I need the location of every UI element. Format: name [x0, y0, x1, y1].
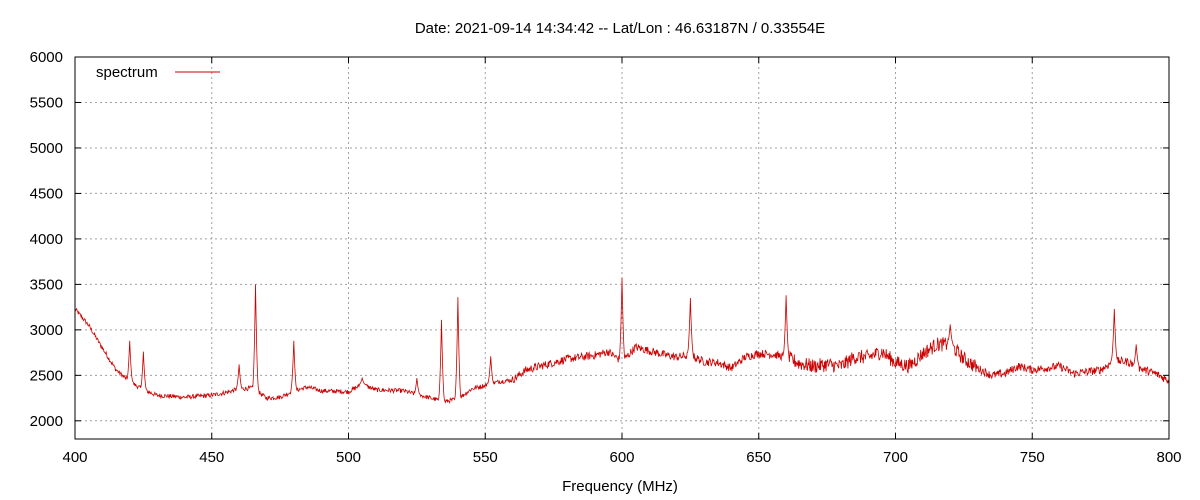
y-tick-label-5500: 5500	[30, 94, 63, 111]
series-line-spectrum	[74, 278, 1170, 404]
axis-ticks: 400 450 500 550 600 650 700 750 800 2000 2500 3000 3…	[30, 49, 1182, 466]
chart-title: Date: 2021-09-14 14:34:42 -- Lat/Lon : 4…	[415, 20, 825, 37]
y-tick-label-5000: 5000	[30, 140, 63, 157]
legend: spectrum	[96, 64, 220, 81]
grid-lines	[75, 57, 1169, 439]
y-tick-label-3500: 3500	[30, 276, 63, 293]
x-tick-label-500: 500	[336, 449, 361, 466]
x-tick-label-600: 600	[609, 449, 634, 466]
x-axis-label: Frequency (MHz)	[562, 478, 678, 495]
y-tick-label-2000: 2000	[30, 413, 63, 430]
x-tick-label-700: 700	[883, 449, 908, 466]
y-tick-label-4000: 4000	[30, 231, 63, 248]
series-layer	[74, 278, 1170, 404]
x-tick-label-750: 750	[1020, 449, 1045, 466]
x-tick-label-400: 400	[62, 449, 87, 466]
y-tick-label-6000: 6000	[30, 49, 63, 66]
x-tick-label-550: 550	[473, 449, 498, 466]
x-tick-label-650: 650	[746, 449, 771, 466]
legend-label-spectrum: spectrum	[96, 64, 158, 81]
x-tick-label-800: 800	[1156, 449, 1181, 466]
y-tick-label-3000: 3000	[30, 322, 63, 339]
x-tick-label-450: 450	[199, 449, 224, 466]
y-tick-label-4500: 4500	[30, 185, 63, 202]
y-tick-label-2500: 2500	[30, 367, 63, 384]
